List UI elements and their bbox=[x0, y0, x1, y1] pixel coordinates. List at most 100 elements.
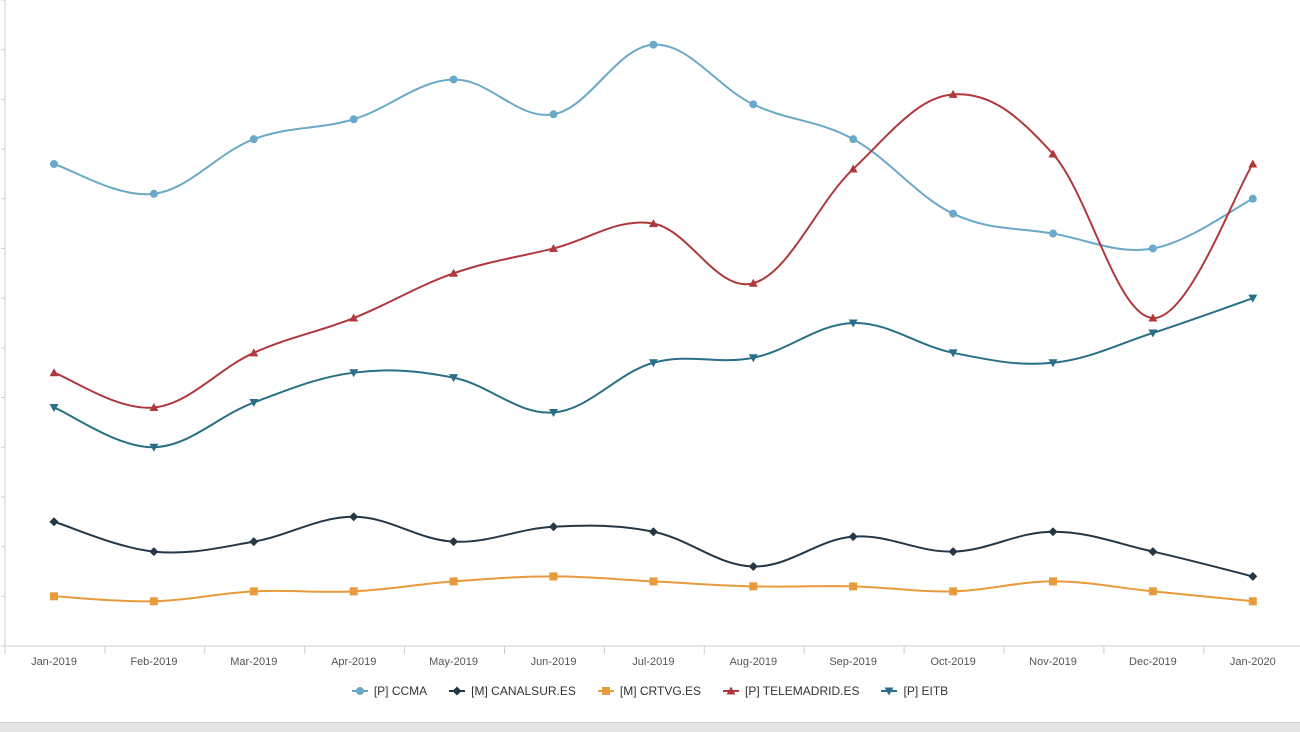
data-point-crtvg-0[interactable] bbox=[50, 592, 58, 601]
data-point-canalsur-10[interactable] bbox=[1048, 527, 1058, 537]
data-point-ccma-5[interactable] bbox=[549, 110, 558, 119]
data-point-telemadrid-2[interactable] bbox=[249, 348, 259, 357]
data-point-ccma-9[interactable] bbox=[949, 209, 958, 218]
data-point-canalsur-0[interactable] bbox=[49, 517, 59, 527]
legend-item-telemadrid[interactable]: [P] TELEMADRID.ES bbox=[723, 684, 859, 698]
data-point-ccma-10[interactable] bbox=[1049, 229, 1057, 238]
data-point-eitb-9[interactable] bbox=[948, 349, 958, 358]
x-tick-label: Nov-2019 bbox=[1029, 656, 1077, 668]
data-point-telemadrid-1[interactable] bbox=[149, 402, 159, 411]
data-point-telemadrid-12[interactable] bbox=[1248, 159, 1258, 168]
data-point-canalsur-2[interactable] bbox=[249, 537, 259, 547]
data-point-ccma-1[interactable] bbox=[149, 189, 158, 198]
data-point-eitb-2[interactable] bbox=[249, 399, 259, 408]
data-point-crtvg-1[interactable] bbox=[149, 597, 158, 606]
data-point-ccma-3[interactable] bbox=[349, 115, 358, 124]
legend-marker-crtvg bbox=[597, 687, 614, 695]
legend-marker-ccma bbox=[351, 687, 368, 695]
data-point-crtvg-7[interactable] bbox=[749, 582, 758, 591]
data-point-telemadrid-6[interactable] bbox=[648, 219, 658, 228]
data-point-eitb-10[interactable] bbox=[1048, 359, 1058, 368]
data-point-crtvg-8[interactable] bbox=[849, 582, 858, 591]
data-point-telemadrid-9[interactable] bbox=[948, 89, 958, 98]
data-point-eitb-8[interactable] bbox=[848, 319, 858, 328]
legend: [P] CCMA [M] CANALSUR.ES [M] CRTVG.ES [P] T… bbox=[0, 684, 1300, 698]
legend-marker-eitb bbox=[881, 687, 898, 696]
data-point-eitb-3[interactable] bbox=[349, 369, 359, 378]
data-point-canalsur-6[interactable] bbox=[648, 527, 658, 537]
data-point-crtvg-9[interactable] bbox=[949, 587, 958, 596]
data-point-crtvg-10[interactable] bbox=[1049, 577, 1057, 586]
x-tick-label: Dec-2019 bbox=[1129, 656, 1177, 668]
data-point-eitb-11[interactable] bbox=[1148, 329, 1158, 338]
data-point-ccma-7[interactable] bbox=[749, 100, 758, 109]
data-point-crtvg-12[interactable] bbox=[1248, 597, 1257, 606]
series-line-canalsur bbox=[53, 515, 1254, 578]
legend-marker-canalsur bbox=[449, 686, 466, 696]
data-point-ccma-4[interactable] bbox=[449, 75, 458, 84]
data-point-telemadrid-4[interactable] bbox=[449, 268, 459, 277]
data-point-eitb-7[interactable] bbox=[748, 354, 758, 363]
series-crtvg bbox=[50, 572, 1257, 606]
legend-label: [P] CCMA bbox=[373, 684, 428, 698]
data-point-ccma-8[interactable] bbox=[849, 135, 858, 144]
data-point-crtvg-6[interactable] bbox=[649, 577, 658, 586]
data-point-canalsur-11[interactable] bbox=[1148, 547, 1158, 557]
legend-item-ccma[interactable]: [P] CCMA bbox=[351, 684, 428, 698]
legend-label: [P] EITB bbox=[903, 684, 949, 698]
data-point-canalsur-4[interactable] bbox=[449, 537, 459, 547]
data-point-crtvg-5[interactable] bbox=[549, 572, 558, 581]
legend-item-crtvg[interactable]: [M] CRTVG.ES bbox=[597, 684, 701, 698]
data-point-eitb-4[interactable] bbox=[449, 374, 459, 383]
series-line-telemadrid bbox=[53, 93, 1254, 409]
data-point-telemadrid-8[interactable] bbox=[848, 164, 858, 173]
data-point-telemadrid-3[interactable] bbox=[349, 313, 359, 322]
data-point-eitb-12[interactable] bbox=[1248, 294, 1258, 303]
x-tick-label: Mar-2019 bbox=[230, 656, 277, 668]
x-tick-label: Jan-2019 bbox=[31, 656, 77, 668]
series-line-eitb bbox=[53, 297, 1254, 449]
data-point-ccma-2[interactable] bbox=[249, 135, 258, 144]
data-point-ccma-11[interactable] bbox=[1148, 244, 1157, 253]
data-point-canalsur-5[interactable] bbox=[549, 522, 558, 532]
legend-item-canalsur[interactable]: [M] CANALSUR.ES bbox=[449, 684, 576, 698]
x-tick-label: Apr-2019 bbox=[331, 656, 376, 668]
series-telemadrid bbox=[49, 89, 1258, 411]
data-point-telemadrid-5[interactable] bbox=[549, 243, 558, 252]
data-point-canalsur-8[interactable] bbox=[848, 532, 858, 542]
data-point-canalsur-3[interactable] bbox=[349, 512, 359, 522]
data-point-ccma-6[interactable] bbox=[649, 40, 658, 49]
window-bottom-bar bbox=[0, 722, 1300, 732]
x-tick-label: Jun-2019 bbox=[531, 656, 577, 668]
x-tick-label: Aug-2019 bbox=[729, 656, 777, 668]
x-tick-label: Oct-2019 bbox=[930, 656, 975, 668]
x-tick-label: Feb-2019 bbox=[130, 656, 177, 668]
legend-label: [P] TELEMADRID.ES bbox=[745, 684, 860, 698]
legend-label: [M] CANALSUR.ES bbox=[471, 684, 576, 698]
data-point-eitb-1[interactable] bbox=[149, 443, 159, 452]
data-point-telemadrid-7[interactable] bbox=[748, 278, 758, 287]
data-point-canalsur-1[interactable] bbox=[149, 547, 159, 557]
x-tick-label: May-2019 bbox=[429, 656, 478, 668]
data-point-canalsur-9[interactable] bbox=[948, 547, 958, 557]
data-point-telemadrid-0[interactable] bbox=[49, 368, 59, 377]
data-point-ccma-0[interactable] bbox=[50, 159, 58, 168]
legend-item-eitb[interactable]: [P] EITB bbox=[881, 684, 948, 698]
data-point-eitb-5[interactable] bbox=[549, 408, 558, 417]
data-point-ccma-12[interactable] bbox=[1248, 194, 1257, 203]
data-point-crtvg-4[interactable] bbox=[449, 577, 458, 586]
data-point-telemadrid-11[interactable] bbox=[1148, 313, 1158, 322]
x-tick-label: Jul-2019 bbox=[632, 656, 674, 668]
data-point-eitb-0[interactable] bbox=[49, 403, 59, 412]
series-eitb bbox=[49, 294, 1258, 452]
data-point-canalsur-12[interactable] bbox=[1248, 571, 1258, 581]
data-point-crtvg-11[interactable] bbox=[1148, 587, 1157, 596]
data-point-eitb-6[interactable] bbox=[648, 359, 658, 368]
x-tick-label: Jan-2020 bbox=[1230, 656, 1276, 668]
data-point-telemadrid-10[interactable] bbox=[1048, 149, 1058, 158]
data-point-canalsur-7[interactable] bbox=[748, 561, 758, 571]
data-point-crtvg-3[interactable] bbox=[349, 587, 358, 596]
data-point-crtvg-2[interactable] bbox=[249, 587, 258, 596]
